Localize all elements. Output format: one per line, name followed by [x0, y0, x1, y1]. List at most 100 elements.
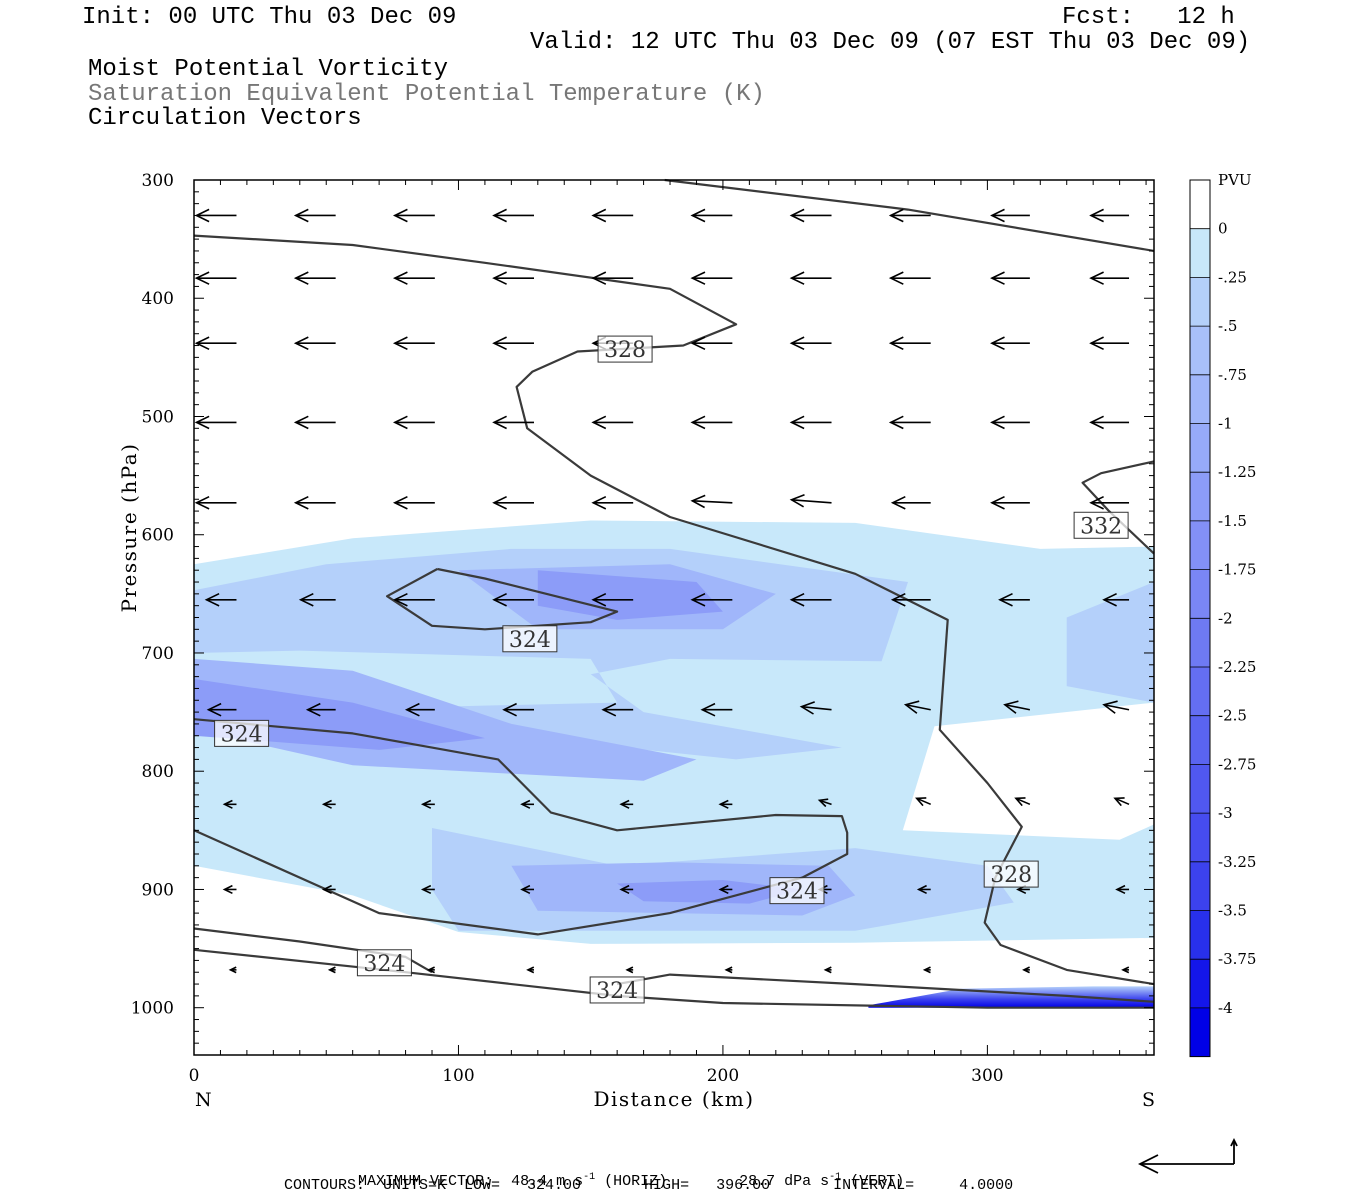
colorbar-label: -2	[1218, 609, 1233, 627]
colorbar-swatch	[1190, 813, 1210, 862]
colorbar-label: -.75	[1218, 366, 1247, 384]
vector-head	[690, 415, 706, 430]
vector-arrow	[321, 884, 336, 895]
vector-arrow	[1014, 797, 1031, 807]
vector-head	[915, 797, 927, 807]
vector-head	[690, 208, 706, 223]
vector-arrow	[1022, 966, 1030, 974]
contour-label-box	[597, 335, 653, 363]
colorbar-swatch	[1190, 374, 1210, 424]
y-tick-label: 800	[142, 762, 174, 782]
vector-head	[789, 415, 805, 430]
contour-label-text: 324	[363, 952, 405, 977]
vector-shaft	[819, 799, 832, 806]
y-axis-label: Pressure (hPa)	[117, 443, 141, 613]
contour-label-box	[983, 860, 1039, 888]
vector-head	[1121, 966, 1130, 974]
vector-head	[1022, 966, 1030, 974]
vector-arrow	[194, 271, 237, 285]
vector-head	[690, 271, 706, 285]
contour-label-box	[214, 719, 270, 747]
vector-head	[799, 701, 815, 715]
vector-arrow	[903, 700, 931, 714]
vector-head	[1089, 415, 1104, 430]
vector-head	[990, 336, 1005, 351]
contour-line-324-4	[193, 718, 849, 936]
vector-arrow	[392, 208, 435, 223]
colorbar-label: -2.5	[1218, 707, 1247, 725]
vector-head	[298, 592, 314, 607]
vector-shaft	[1015, 797, 1031, 806]
vector-arrow	[206, 702, 237, 717]
vector-shaft	[905, 703, 931, 711]
vector-head	[420, 799, 432, 809]
vector-head	[492, 495, 507, 510]
pv-shade--1.0-9	[617, 880, 803, 904]
colorbar-swatch	[1190, 959, 1210, 1008]
x-axis-south-label: S	[1142, 1089, 1155, 1111]
contour-label-box	[1073, 511, 1129, 539]
vector-arrow	[222, 799, 237, 809]
vector-head	[1014, 797, 1026, 807]
max-vector-label: MAXIMUM VECTOR:	[358, 1173, 494, 1190]
max-horiz-unit: (HORIZ)	[604, 1173, 668, 1190]
colorbar-swatch	[1190, 1007, 1210, 1057]
vector-head	[591, 415, 607, 430]
pv-shade--0.75-5	[194, 658, 697, 781]
vector-head	[392, 415, 408, 430]
vector-head	[1089, 336, 1104, 351]
vector-arrow	[799, 701, 832, 715]
vector-head	[922, 966, 931, 974]
vector-arrow	[990, 208, 1030, 223]
vector-arrow	[492, 592, 534, 607]
vector-arrow	[321, 799, 336, 809]
vector-arrow	[1003, 700, 1031, 714]
vector-arrow	[789, 208, 832, 223]
colorbar-swatch	[1190, 277, 1210, 327]
vector-arrow	[890, 592, 931, 607]
colorbar-label: -3	[1218, 804, 1233, 822]
contour-label-text: 324	[596, 979, 638, 1004]
vector-head	[321, 799, 332, 809]
vector-head	[305, 702, 321, 717]
vector-arrow	[1102, 700, 1130, 714]
colorbar-label: -1.5	[1218, 512, 1247, 530]
vector-arrow	[194, 415, 237, 430]
vector-arrow	[789, 271, 832, 285]
vector-arrow	[724, 966, 733, 974]
vector-shaft	[1114, 797, 1130, 806]
vector-shaft	[1103, 703, 1130, 711]
vector-arrow	[789, 415, 832, 430]
vector-arrow	[298, 592, 336, 607]
vector-arrow	[392, 271, 435, 285]
contour-label: 332	[1073, 511, 1129, 539]
vector-head	[321, 884, 332, 895]
vector-head	[492, 208, 507, 223]
colorbar-swatch	[1190, 569, 1210, 619]
contour-label: 324	[356, 949, 412, 977]
valid-time: Valid: 12 UTC Thu 03 Dec 09 (07 EST Thu …	[530, 29, 1251, 56]
vector-head	[392, 592, 408, 607]
vector-arrow	[619, 799, 634, 809]
colorbar-swatch	[1190, 764, 1210, 814]
vector-head	[520, 884, 531, 895]
vector-arrow	[492, 415, 534, 430]
vector-arrow	[426, 966, 435, 974]
colorbar-label: 0	[1218, 220, 1228, 238]
vector-arrow	[690, 336, 733, 351]
y-tick-label: 700	[142, 644, 174, 664]
vector-head	[492, 592, 507, 607]
pv-shade-surface-strong	[868, 986, 1154, 1008]
colorbar-swatch	[1190, 520, 1210, 570]
vector-head	[492, 336, 507, 351]
vector-head	[990, 495, 1005, 510]
vector-arrow	[392, 592, 435, 607]
contour-label: 328	[597, 335, 653, 363]
vector-head	[392, 495, 408, 510]
contour-label-text: 324	[221, 722, 263, 747]
vector-arrow	[293, 208, 336, 223]
vector-head	[502, 702, 517, 717]
vector-head	[1102, 592, 1117, 607]
contour-label-box	[589, 976, 645, 1004]
